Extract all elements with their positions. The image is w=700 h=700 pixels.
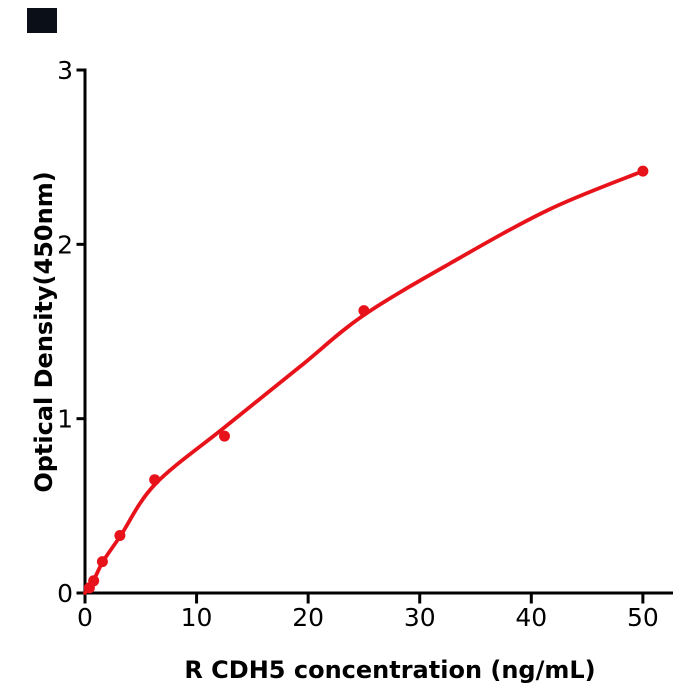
- data-point: [96, 556, 108, 568]
- y-tick-label: 1: [57, 405, 73, 434]
- x-tick-label: 30: [404, 603, 436, 632]
- y-tick-label: 0: [57, 579, 73, 608]
- data-point: [149, 474, 161, 486]
- corner-mark: [27, 8, 57, 33]
- x-tick-label: 20: [292, 603, 324, 632]
- data-point: [114, 530, 126, 541]
- data-point: [358, 305, 370, 317]
- data-point: [637, 165, 649, 177]
- y-tick-label: 2: [57, 230, 73, 259]
- data-point: [88, 575, 100, 587]
- y-tick-label: 3: [57, 56, 73, 85]
- x-tick-label: 10: [181, 603, 213, 632]
- x-tick-label: 40: [515, 603, 547, 632]
- x-axis-title: R CDH5 concentration (ng/mL): [184, 656, 595, 684]
- y-axis-title: Optical Density(450nm): [30, 171, 58, 492]
- x-tick-label: 50: [627, 603, 659, 632]
- x-tick-label: 0: [77, 603, 93, 632]
- fit-curve: [83, 169, 645, 595]
- data-point: [219, 430, 230, 442]
